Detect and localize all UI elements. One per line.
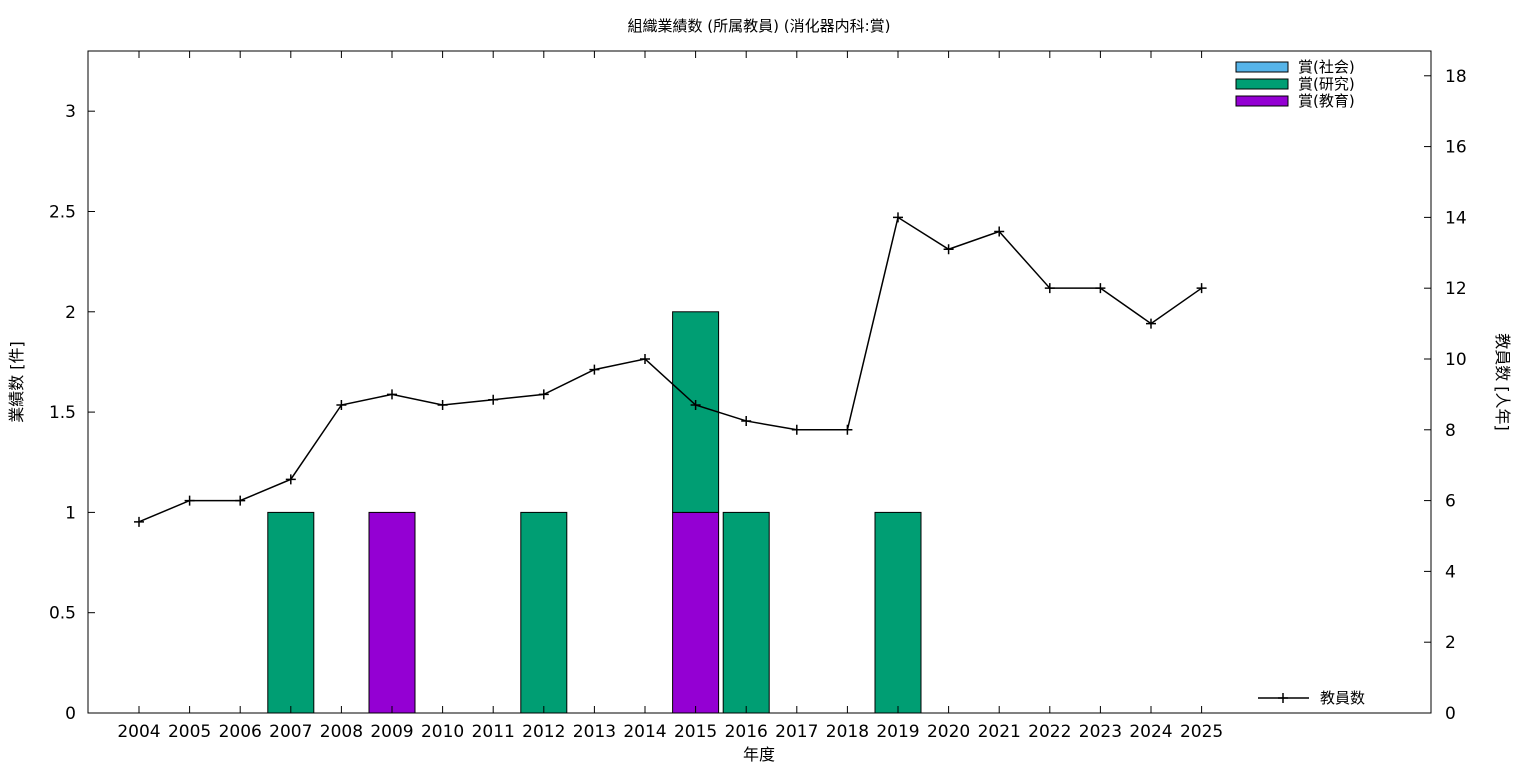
legend-swatch bbox=[1235, 61, 1289, 73]
x-tick-label: 2015 bbox=[674, 722, 717, 742]
x-tick-label: 2018 bbox=[826, 722, 869, 742]
y2-tick-label: 2 bbox=[1445, 633, 1456, 653]
line-point bbox=[387, 389, 397, 400]
line-point bbox=[994, 226, 1005, 237]
x-tick-label: 2019 bbox=[876, 722, 919, 742]
x-tick-label: 2021 bbox=[978, 722, 1021, 742]
axes-group: 0 0.5 1 1.5 2 2.5 3 0 2 4 6 8 10 12 14 16 18 2004 2005 2006… bbox=[49, 51, 1467, 742]
x-tick-label: 2005 bbox=[168, 722, 211, 742]
y2-tick-label: 6 bbox=[1445, 492, 1456, 512]
legend-swatch bbox=[1235, 78, 1289, 90]
x-tick-label: 2014 bbox=[623, 722, 666, 742]
y2-tick-label: 0 bbox=[1445, 704, 1456, 724]
bar-group bbox=[267, 311, 922, 714]
bar bbox=[874, 511, 922, 714]
line-point bbox=[134, 516, 144, 527]
x-tick-label: 2006 bbox=[219, 722, 262, 742]
x-tick-label: 2017 bbox=[775, 722, 818, 742]
legend-label: 賞(社会) bbox=[1298, 58, 1355, 76]
y2-tick-label: 16 bbox=[1445, 138, 1467, 158]
bar bbox=[672, 511, 720, 714]
legend-swatch bbox=[1235, 95, 1289, 107]
line-point bbox=[488, 394, 499, 405]
y-axis-title: 業績数 [件] bbox=[7, 341, 26, 423]
chart-title: 組織業績数 (所属教員) (消化器内科:賞) bbox=[628, 17, 891, 35]
x-tick-label: 2011 bbox=[472, 722, 515, 742]
x-tick-label: 2020 bbox=[927, 722, 970, 742]
line-point bbox=[1044, 283, 1055, 294]
x-axis-title: 年度 bbox=[743, 745, 775, 764]
line-path bbox=[138, 216, 1203, 523]
x-tick-label: 2016 bbox=[725, 722, 768, 742]
line-point bbox=[285, 474, 296, 485]
y-tick-label: 3 bbox=[65, 102, 76, 122]
bar bbox=[267, 511, 315, 714]
line-point bbox=[741, 415, 752, 426]
line-point bbox=[538, 389, 549, 400]
x-tick-label: 2012 bbox=[522, 722, 565, 742]
y-tick-label: 1.5 bbox=[49, 403, 76, 423]
y-tick-label: 0 bbox=[65, 704, 76, 724]
line-point bbox=[589, 364, 600, 375]
bar bbox=[722, 511, 770, 714]
line-point bbox=[791, 424, 802, 435]
line-point bbox=[235, 495, 246, 506]
y2-axis-title: 教員数 [人年] bbox=[1493, 333, 1512, 431]
line-point bbox=[184, 495, 195, 506]
y2-tick-label: 18 bbox=[1445, 67, 1467, 87]
line-point bbox=[1196, 283, 1207, 294]
bar bbox=[368, 511, 416, 714]
y2-tick-label: 8 bbox=[1445, 421, 1456, 441]
y-tick-label: 0.5 bbox=[49, 604, 76, 624]
x-tick-label: 2025 bbox=[1180, 722, 1223, 742]
y-tick-label: 1 bbox=[65, 503, 76, 523]
line-point bbox=[640, 353, 650, 364]
y2-tick-label: 12 bbox=[1445, 279, 1467, 299]
x-tick-label: 2010 bbox=[421, 722, 464, 742]
legend-line-marker bbox=[1278, 693, 1288, 703]
line-point bbox=[437, 400, 448, 411]
line-point bbox=[943, 244, 954, 255]
line-point bbox=[1095, 283, 1106, 294]
line-point bbox=[842, 424, 853, 435]
bar bbox=[672, 311, 720, 513]
y-tick-label: 2.5 bbox=[49, 202, 76, 222]
line-point bbox=[336, 400, 347, 411]
y2-tick-label: 10 bbox=[1445, 350, 1467, 370]
x-tick-label: 2009 bbox=[370, 722, 413, 742]
legend: 賞(社会)賞(研究)賞(教育) 教員数 bbox=[1235, 58, 1365, 707]
legend-label: 賞(教育) bbox=[1298, 92, 1355, 110]
bar bbox=[520, 511, 568, 714]
line-point bbox=[893, 212, 903, 223]
line-point bbox=[1146, 318, 1156, 329]
x-tick-label: 2008 bbox=[320, 722, 363, 742]
x-tick-label: 2022 bbox=[1028, 722, 1071, 742]
line-series-group bbox=[134, 212, 1207, 527]
legend-label: 賞(研究) bbox=[1298, 75, 1355, 93]
y2-tick-label: 14 bbox=[1445, 208, 1467, 228]
x-tick-label: 2004 bbox=[117, 722, 160, 742]
x-tick-label: 2023 bbox=[1079, 722, 1122, 742]
legend-label-line: 教員数 bbox=[1320, 689, 1365, 707]
y2-tick-label: 4 bbox=[1445, 562, 1456, 582]
x-tick-label: 2024 bbox=[1129, 722, 1172, 742]
x-tick-label: 2007 bbox=[269, 722, 312, 742]
line-point bbox=[690, 400, 701, 411]
x-tick-label: 2013 bbox=[573, 722, 616, 742]
y-tick-label: 2 bbox=[65, 303, 76, 323]
